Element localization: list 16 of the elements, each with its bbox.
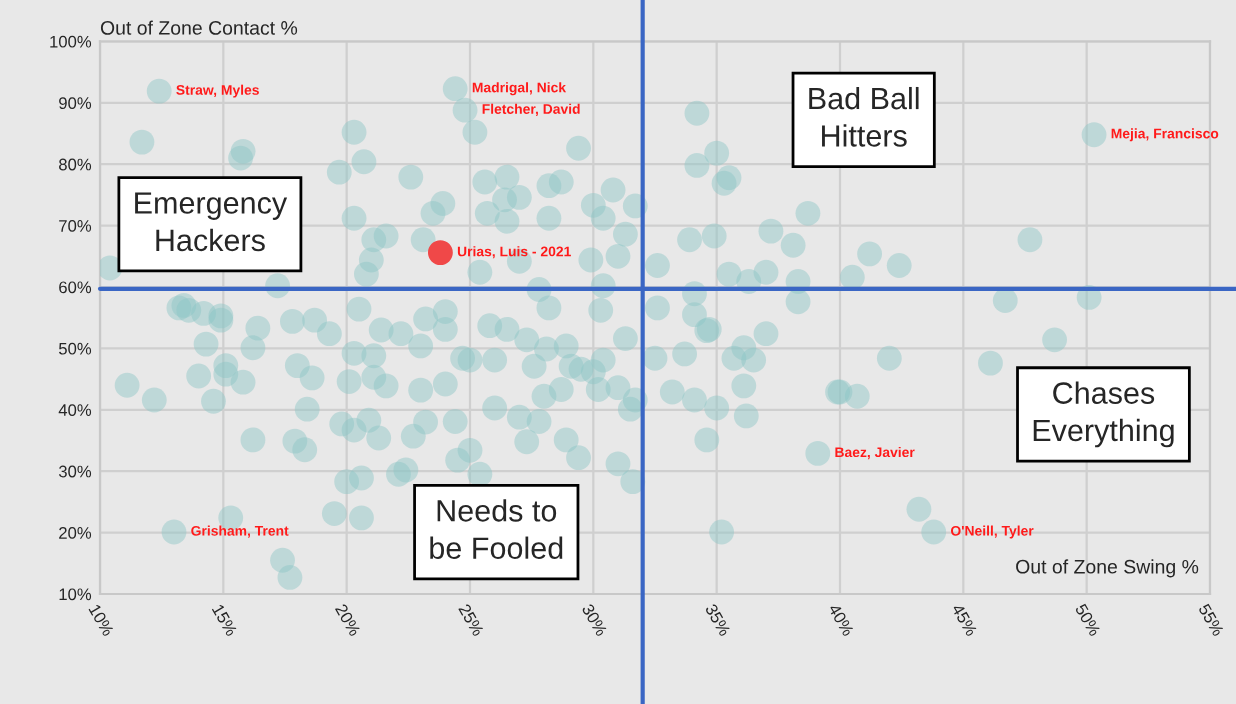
y-tick-label: 20% [59, 527, 92, 539]
y-tick-label: 30% [58, 465, 92, 478]
y-tick-label: 10% [59, 588, 92, 601]
y-tick-label: 60% [59, 281, 92, 294]
y-tick-label: 40% [58, 404, 92, 416]
y-tick-label: 50% [58, 342, 92, 355]
annotation: Needs to be Fooled [430, 499, 563, 559]
y-axis-title: Out of Zone Contact % [100, 20, 298, 35]
y-tick-label: 100% [50, 35, 92, 48]
y-tick-label: 70% [59, 220, 92, 232]
y-tick-label: 80% [59, 158, 92, 171]
x-axis-title: Out of Zone Swing % [1016, 559, 1199, 578]
annotation: Bad Ball Hitters [809, 86, 919, 147]
y-tick-label: 90% [59, 97, 92, 109]
annotation: Chases Everything [1033, 381, 1174, 448]
annotation: Emergency Hackers [135, 192, 288, 252]
